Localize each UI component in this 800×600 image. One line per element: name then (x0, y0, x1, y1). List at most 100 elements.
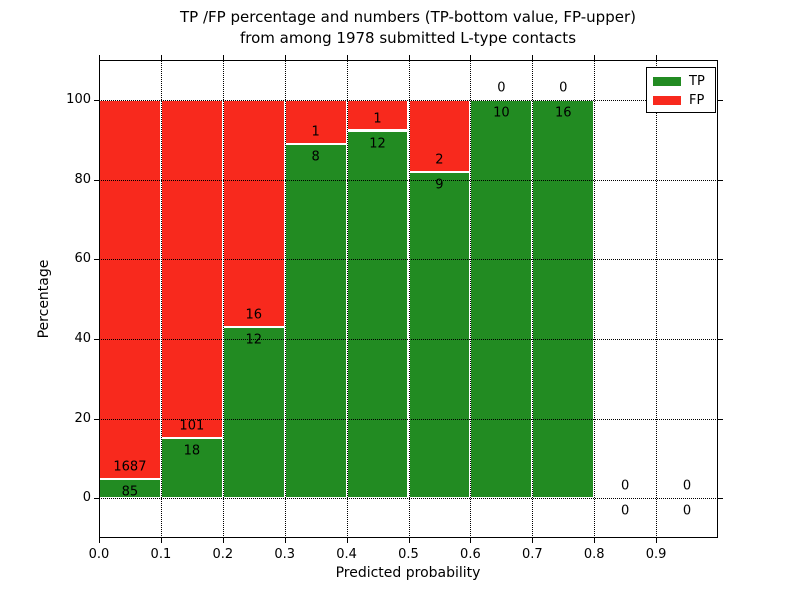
gridline-y (99, 498, 718, 500)
bar-count-label-fp: 0 (497, 80, 506, 96)
x-tick-label: 0.0 (88, 547, 110, 562)
x-tick (160, 538, 162, 543)
gridline-y (99, 99, 718, 101)
bar-count-label-tp: 0 (682, 503, 692, 519)
x-tick (284, 538, 286, 543)
gridline-x (284, 60, 286, 538)
y-tick-label: 0 (82, 490, 91, 506)
x-tick-top (222, 55, 224, 60)
legend-swatch-fp-icon (653, 96, 681, 105)
x-tick-label: 0.5 (398, 547, 419, 562)
x-tick (346, 538, 348, 543)
x-tick-top (346, 55, 348, 60)
bar-count-label-tp: 8 (311, 149, 320, 165)
bar-segment-tp (222, 327, 285, 499)
legend-row-tp: TP (647, 72, 715, 91)
y-tick-right (718, 259, 723, 261)
legend-row-fp: FP (647, 91, 715, 110)
bar-segment-tp (99, 479, 161, 499)
x-tick-label: 0.8 (583, 547, 605, 562)
bar-count-label-fp: 0 (621, 478, 630, 494)
x-tick-top (160, 55, 162, 60)
bar-count-label-fp: 101 (179, 418, 205, 434)
bar-count-label-fp: 16 (245, 307, 263, 323)
x-tick (532, 538, 534, 543)
bar-count-label-tp: 85 (121, 484, 139, 500)
gridline-x (408, 60, 410, 538)
y-tick-right (718, 179, 723, 181)
bar-segment-tp (160, 438, 223, 499)
bar-count-label-tp: 12 (245, 332, 263, 348)
bar-count-label-tp: 9 (435, 177, 444, 193)
y-tick (94, 259, 99, 261)
x-tick-label: 0.2 (212, 547, 234, 562)
y-tick (94, 99, 99, 101)
y-tick-label: 100 (66, 91, 91, 107)
bar-segment-tp (284, 144, 347, 499)
gridline-y (99, 418, 718, 420)
bar-segment-fp (99, 99, 161, 480)
y-tick-label: 80 (74, 171, 91, 187)
chart-title-line1: TP /FP percentage and numbers (TP-bottom… (180, 8, 636, 26)
bar-segment-tp (346, 130, 409, 499)
bar-count-label-fp: 0 (559, 80, 568, 96)
legend-label-fp: FP (689, 93, 705, 108)
gridline-x (160, 60, 162, 538)
x-tick-top (284, 55, 286, 60)
y-tick-right (718, 99, 723, 101)
legend: TP FP (646, 67, 716, 113)
bar-segment-fp (408, 99, 471, 173)
x-tick-label: 0.4 (336, 547, 357, 562)
x-tick-top (99, 55, 100, 60)
bar-segment-tp (532, 99, 595, 499)
bar-count-label-tp: 12 (369, 136, 386, 151)
chart-title-line2: from among 1978 submitted L-type contact… (239, 29, 577, 47)
x-tick-label: 0.9 (645, 547, 667, 562)
bar-segment-fp (284, 99, 347, 145)
bar-segment-tp (470, 99, 533, 499)
bar-count-label-fp: 0 (682, 478, 692, 494)
y-tick-right (718, 498, 723, 500)
bar-segment-fp (222, 99, 285, 328)
gridline-y (99, 259, 718, 261)
bar-segment-fp (160, 99, 223, 438)
y-tick-label: 20 (74, 410, 91, 426)
y-tick (94, 498, 99, 500)
x-tick (656, 538, 658, 543)
x-tick-label: 0.6 (460, 547, 481, 562)
bar-count-label-fp: 1687 (113, 459, 147, 475)
bar-count-label-fp: 1 (311, 124, 320, 140)
gridline-x (532, 60, 534, 538)
legend-label-tp: TP (689, 74, 705, 89)
chart-title: TP /FP percentage and numbers (TP-bottom… (180, 7, 636, 49)
x-tick-top (470, 55, 472, 60)
x-tick-label: 0.7 (521, 547, 543, 562)
bar-segment-fp (346, 99, 409, 131)
x-tick-top (408, 55, 410, 60)
y-tick (94, 338, 99, 340)
gridline-x (346, 60, 348, 538)
gridline-x (222, 60, 224, 538)
gridline-y (99, 179, 718, 181)
x-tick-label: 0.1 (150, 547, 172, 562)
bar-count-label-tp: 10 (493, 105, 510, 121)
bar-count-label-tp: 16 (554, 105, 572, 121)
gridline-x (470, 60, 472, 538)
y-axis-label: Percentage (36, 259, 52, 339)
plot-frame (99, 60, 718, 538)
bar-count-label-tp: 18 (183, 443, 201, 459)
x-tick-top (594, 55, 596, 60)
gridline-y (99, 338, 718, 340)
y-tick-right (718, 338, 723, 340)
legend-swatch-tp-icon (653, 77, 681, 86)
bar-segment-tp (408, 172, 471, 499)
x-axis-label: Predicted probability (335, 565, 481, 581)
x-tick (99, 538, 100, 543)
x-tick (470, 538, 472, 543)
bar-count-label-fp: 2 (435, 152, 444, 168)
x-tick (408, 538, 410, 543)
x-tick (222, 538, 224, 543)
y-tick-right (718, 418, 723, 420)
gridline-x (656, 60, 658, 538)
